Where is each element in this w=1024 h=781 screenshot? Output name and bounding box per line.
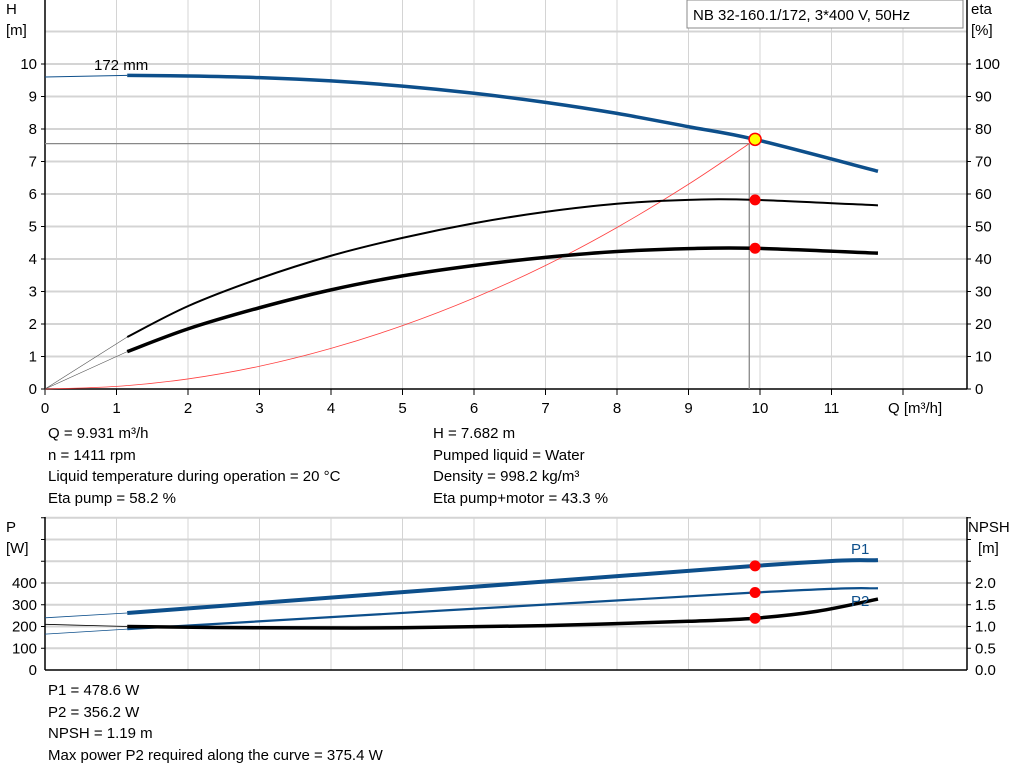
y-tick-label-left: 9 — [29, 89, 37, 106]
y-tick-label-left: 0 — [29, 662, 37, 679]
curve-diameter-label: 172 mm — [94, 57, 148, 74]
y-tick-label-right: 10 — [975, 349, 992, 366]
y-tick-label-left: 0 — [29, 381, 37, 398]
y-tick-label-right: 0 — [975, 381, 983, 398]
p1-series-label: P1 — [851, 541, 869, 558]
speed-value: n = 1411 rpm — [48, 446, 136, 464]
y-tick-label-left: 200 — [12, 619, 37, 636]
y-tick-label-right: 60 — [975, 186, 992, 203]
x-tick-label: 8 — [613, 400, 621, 417]
x-tick-label: 9 — [684, 400, 692, 417]
power-npsh-chart: 0 100 200 300 400 0.0 0.5 1.0 1.5 2.0 — [12, 516, 996, 679]
x-tick-label: 10 — [752, 400, 769, 417]
p1-value: P1 = 478.6 W — [48, 682, 140, 699]
p-axis-label: P — [6, 519, 16, 536]
y-left-label: H — [6, 1, 17, 18]
y-tick-label-right: 90 — [975, 89, 992, 106]
npsh-curve — [127, 597, 879, 630]
x-tick-label: 2 — [184, 400, 192, 417]
x-tick-label: 0 — [41, 400, 49, 417]
p1-curve-extension — [44, 612, 128, 619]
y-tick-label-left: 400 — [12, 575, 37, 592]
legend-title: NB 32-160.1/172, 3*400 V, 50Hz — [693, 7, 910, 24]
y-right-label: eta — [971, 1, 993, 18]
y-tick-label-left: 3 — [29, 284, 37, 301]
eta-pump-motor-extension — [44, 351, 128, 390]
y-right-unit: [%] — [971, 22, 993, 39]
eta-pump-curve — [126, 198, 879, 338]
info-bottom: P1 = 478.6 W P2 = 356.2 W NPSH = 1.19 m … — [48, 680, 383, 766]
x-tick-label: 7 — [541, 400, 549, 417]
eta-pump-motor-value: Eta pump+motor = 43.3 % — [433, 489, 609, 507]
liquid-temp-value: Liquid temperature during operation = 20… — [48, 468, 341, 485]
p1-curve — [127, 558, 879, 616]
p2-curve — [127, 586, 879, 631]
head-curve — [127, 73, 879, 173]
head-value: H = 7.682 m — [433, 425, 516, 442]
p-axis-unit: [W] — [6, 540, 29, 557]
y-tick-label-left: 300 — [12, 597, 37, 614]
p2-series-label: P2 — [851, 593, 869, 610]
legend-box — [686, 0, 964, 29]
y-tick-label-right: 1.0 — [975, 619, 996, 636]
pumped-liquid-value: Pumped liquid = Water — [433, 446, 585, 464]
p2-curve-extension — [44, 628, 128, 635]
info-top-left: Q = 9.931 m³/h n = 1411 rpm Liquid tempe… — [48, 423, 340, 509]
eta-pump-motor-curve — [126, 246, 879, 354]
y-tick-label-right: 100 — [975, 56, 1000, 73]
y-tick-label-left: 100 — [12, 640, 37, 657]
p2-point — [749, 587, 761, 599]
flow-value: Q = 9.931 m³/h — [48, 425, 149, 442]
y-tick-label-left: 8 — [29, 121, 37, 138]
y-tick-label-left: 6 — [29, 186, 37, 203]
npsh-axis-unit: [m] — [978, 540, 999, 557]
x-tick-label: 3 — [255, 400, 263, 417]
y-tick-label-right: 20 — [975, 316, 992, 333]
y-tick-label-right: 2.0 — [975, 575, 996, 592]
x-tick-label: 6 — [470, 400, 478, 417]
y-tick-label-right: 30 — [975, 284, 992, 301]
y-tick-label-left: 4 — [29, 251, 37, 268]
eta-pump-motor-point — [749, 242, 761, 254]
npsh-point — [749, 612, 761, 624]
eta-pump-value: Eta pump = 58.2 % — [48, 489, 176, 507]
npsh-curve-extension — [44, 623, 128, 627]
eta-pump-extension — [44, 336, 128, 390]
y-tick-label-right: 0.0 — [975, 662, 996, 679]
y-tick-label-right: 1.5 — [975, 597, 996, 614]
head-curve-extension — [44, 74, 128, 78]
npsh-axis-label: NPSH — [968, 519, 1010, 536]
x-tick-label: 11 — [824, 400, 840, 417]
density-value: Density = 998.2 kg/m³ — [433, 468, 580, 485]
y-tick-label-right: 70 — [975, 154, 992, 171]
info-top-right: H = 7.682 m Pumped liquid = Water Densit… — [433, 423, 608, 509]
max-p2-value: Max power P2 required along the curve = … — [48, 746, 383, 764]
y-tick-label-left: 5 — [29, 219, 37, 236]
system-curve — [44, 143, 750, 390]
y-left-unit: [m] — [6, 22, 27, 39]
x-tick-label: 1 — [112, 400, 120, 417]
x-tick-label: 4 — [327, 400, 335, 417]
operating-point — [748, 132, 762, 147]
y-tick-label-left: 10 — [20, 56, 37, 73]
npsh-value: NPSH = 1.19 m — [48, 725, 153, 742]
eta-pump-point — [749, 194, 761, 206]
y-tick-label-left: 2 — [29, 316, 37, 333]
p1-point — [749, 560, 761, 572]
x-axis-label: Q [m³/h] — [888, 400, 942, 417]
p2-value: P2 = 356.2 W — [48, 703, 140, 721]
y-tick-label-right: 0.5 — [975, 640, 996, 657]
y-tick-label-right: 80 — [975, 121, 992, 138]
y-tick-label-right: 40 — [975, 251, 992, 268]
y-tick-label-left: 1 — [29, 349, 37, 366]
y-tick-label-right: 50 — [975, 219, 992, 236]
y-tick-label-left: 7 — [29, 154, 37, 171]
x-tick-label: 5 — [398, 400, 406, 417]
